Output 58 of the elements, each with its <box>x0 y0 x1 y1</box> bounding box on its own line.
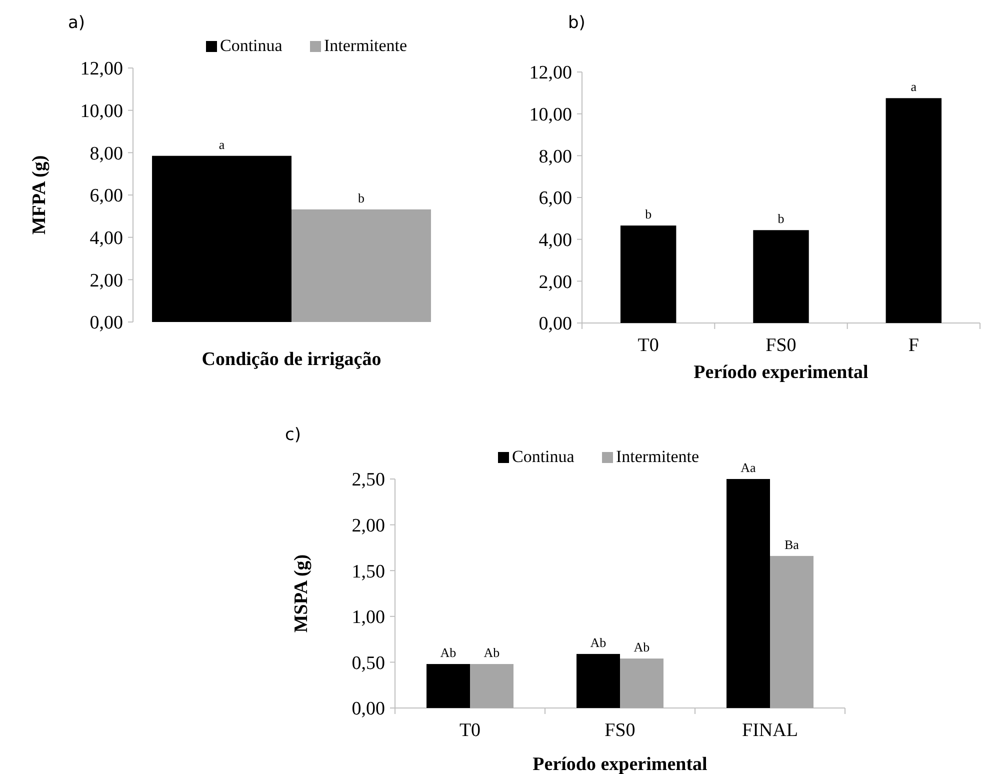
x-axis-title: Período experimental <box>532 754 708 774</box>
x-tick-label: FS0 <box>604 720 636 741</box>
x-tick-label: FS0 <box>766 335 796 356</box>
y-tick-label: 4,00 <box>538 230 572 251</box>
bar <box>886 98 942 323</box>
y-tick-label: 6,00 <box>90 186 123 207</box>
data-label: a <box>218 136 225 152</box>
bar <box>470 664 514 708</box>
y-tick-label: 6,00 <box>538 188 572 210</box>
data-label: Ab <box>440 645 456 660</box>
y-axis-title: MFPA (g) <box>29 155 50 235</box>
data-label: a <box>910 79 917 94</box>
chart-title: b) <box>568 13 586 33</box>
x-tick-label: T0 <box>459 720 481 741</box>
y-tick-label: 10,00 <box>529 104 572 126</box>
y-axis-title: MSPA (g) <box>291 554 312 633</box>
x-axis-title: Período experimental <box>694 362 868 383</box>
bar <box>770 556 814 708</box>
data-label: Aa <box>740 460 756 475</box>
y-tick-label: 12,00 <box>529 62 572 84</box>
x-tick-label: T0 <box>638 335 659 356</box>
legend-label: Continua <box>512 447 575 466</box>
chart-title: a) <box>68 13 86 33</box>
y-tick-label: 8,00 <box>90 143 123 164</box>
legend-label: Continua <box>220 36 283 55</box>
data-label: b <box>778 211 784 226</box>
y-tick-label: 0,00 <box>352 698 385 720</box>
data-label: Ab <box>590 634 606 650</box>
y-tick-label: 2,00 <box>352 515 385 536</box>
y-tick-label: 8,00 <box>538 146 572 168</box>
legend-label: Intermitente <box>324 36 408 55</box>
data-label: Ab <box>484 645 500 660</box>
data-label: Ab <box>634 640 650 655</box>
y-tick-label: 2,50 <box>352 470 385 491</box>
y-tick-label: 0,00 <box>90 312 123 334</box>
y-tick-label: 10,00 <box>80 100 123 122</box>
y-tick-label: 2,00 <box>90 270 123 292</box>
data-label: b <box>358 190 364 206</box>
bar <box>726 479 770 708</box>
data-label: Ba <box>784 536 800 552</box>
y-tick-label: 1,50 <box>352 561 385 582</box>
chart-title: c) <box>285 425 301 445</box>
y-tick-label: 0,00 <box>538 314 572 335</box>
y-tick-label: 0,50 <box>352 652 385 674</box>
y-tick-label: 4,00 <box>90 228 123 249</box>
bar <box>426 664 470 708</box>
x-axis-title: Condição de irrigação <box>202 349 382 370</box>
bar <box>620 658 664 708</box>
bar <box>620 226 676 323</box>
legend-label: Intermitente <box>616 447 700 466</box>
x-tick-label: F <box>908 335 919 356</box>
bar <box>576 654 620 708</box>
x-tick-label: FINAL <box>742 720 798 741</box>
bar <box>753 230 809 323</box>
y-tick-label: 1,00 <box>352 607 385 628</box>
y-tick-label: 12,00 <box>80 58 123 80</box>
data-label: b <box>645 206 652 222</box>
y-tick-label: 2,00 <box>538 272 572 293</box>
